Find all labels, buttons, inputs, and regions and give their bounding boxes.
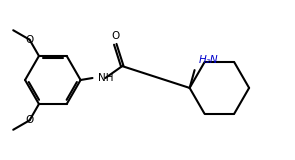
Text: O: O — [25, 115, 34, 125]
Text: NH: NH — [99, 73, 114, 83]
Text: O: O — [111, 31, 119, 41]
Text: H₂N: H₂N — [199, 55, 218, 65]
Text: O: O — [25, 35, 34, 45]
